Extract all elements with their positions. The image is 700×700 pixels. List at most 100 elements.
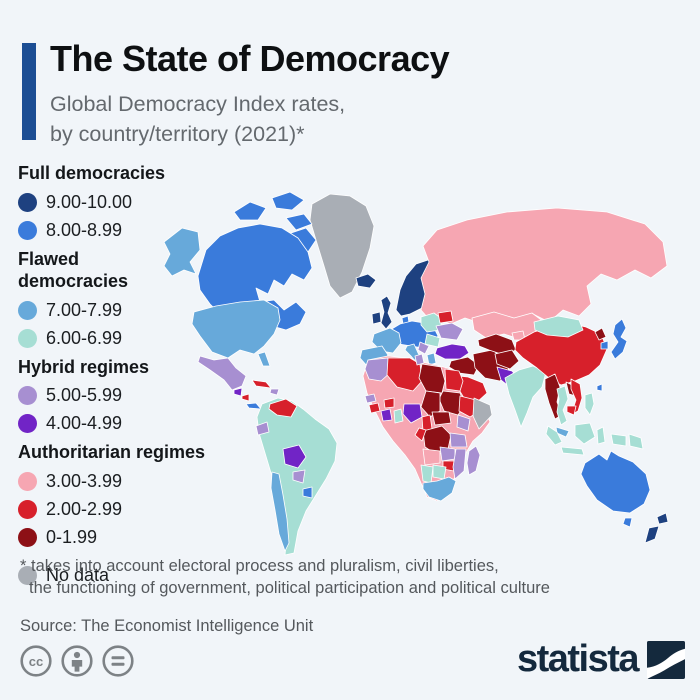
region-zambia	[439, 446, 456, 462]
region-usa-florida	[257, 351, 271, 367]
legend-label-3-4: 3.00-3.99	[46, 470, 123, 491]
region-ecuador	[255, 421, 270, 436]
world-map-svg	[163, 191, 669, 556]
statista-wordmark: statista	[516, 638, 640, 680]
svg-text:cc: cc	[29, 654, 43, 669]
region-papua-new-guinea	[628, 433, 644, 450]
region-india	[504, 365, 547, 428]
region-mongolia	[533, 315, 584, 338]
region-nigeria	[402, 403, 423, 424]
region-hispaniola	[269, 388, 280, 396]
region-russia	[420, 207, 668, 325]
region-borneo	[574, 422, 596, 445]
region-sulawesi	[596, 426, 606, 445]
region-canada-arctic-3	[285, 213, 313, 231]
region-nicaragua	[241, 393, 250, 402]
region-uruguay	[302, 486, 313, 499]
page-title: The State of Democracy	[50, 38, 450, 79]
region-alaska	[163, 227, 201, 277]
region-ghana	[393, 408, 404, 424]
legend-item-7-8: 7.00-7.99	[18, 300, 228, 321]
legend-item-6-7: 6.00-6.99	[18, 328, 228, 349]
legend-item-no-data: No data	[18, 565, 228, 586]
swatch-3-4	[18, 471, 37, 491]
region-namibia	[420, 464, 434, 484]
subtitle-line-2: by country/territory (2021)*	[50, 121, 305, 146]
footnote-line-2: the functioning of government, political…	[29, 578, 550, 597]
region-cameroon	[421, 414, 433, 432]
region-canada-arctic-2	[271, 191, 305, 211]
region-uk	[380, 295, 393, 330]
swatch-no-data	[18, 565, 37, 585]
swatch-5-6	[18, 386, 37, 405]
region-north-korea	[594, 327, 607, 341]
world-choropleth-map	[138, 182, 700, 564]
region-tasmania	[622, 517, 633, 528]
region-belarus	[437, 310, 454, 324]
legend-label-8-9: 8.00-8.99	[46, 219, 123, 240]
region-java	[560, 446, 585, 456]
region-thailand	[556, 385, 569, 426]
region-iceland	[355, 273, 377, 289]
legend-group-full-democracies: Full democracies	[18, 163, 166, 183]
swatch-6-7	[18, 328, 37, 348]
region-central-african-republic	[431, 411, 452, 426]
region-romania-bulgaria	[424, 333, 441, 348]
region-ukraine	[435, 322, 464, 341]
region-canada-arctic-1	[233, 201, 267, 221]
legend-item-5-6: 5.00-5.99	[18, 385, 228, 406]
swatch-8-9	[18, 220, 37, 240]
legend-label-0-2: 0-1.99	[46, 526, 98, 547]
region-guinea	[368, 402, 381, 414]
region-senegal	[364, 393, 377, 404]
region-taiwan	[596, 383, 603, 392]
region-congo	[414, 427, 427, 442]
legend-label-7-8: 7.00-7.99	[46, 299, 123, 320]
subtitle-line-1: Global Democracy Index rates,	[50, 92, 346, 116]
region-somalia	[472, 397, 493, 430]
legend-group-flawed-democracies: Flawed democracies	[18, 248, 129, 292]
region-angola	[422, 448, 441, 466]
region-malaysia	[555, 426, 570, 438]
region-tanzania	[449, 432, 468, 448]
region-south-africa	[422, 476, 457, 502]
region-west-papua	[610, 433, 627, 447]
region-turkey	[434, 343, 470, 360]
license-icons: cc	[19, 644, 135, 678]
legend-label-no-data: No data	[46, 564, 110, 585]
region-venezuela	[268, 398, 298, 418]
region-kenya	[456, 414, 471, 432]
legend-label-4-5: 4.00-4.99	[46, 413, 123, 433]
region-new-zealand-north	[656, 512, 669, 525]
legend-item-2-3: 2.00-2.99	[18, 499, 228, 520]
region-madagascar	[466, 445, 481, 476]
source-credit: Source: The Economist Intelligence Unit	[20, 617, 314, 635]
title-accent-bar	[22, 43, 36, 140]
legend-group-hybrid-regimes: Hybrid regimes	[18, 356, 150, 377]
no-derivatives-equals-icon	[102, 645, 134, 677]
statista-logo-mark	[647, 640, 685, 679]
legend-group-authoritarian-regimes: Authoritarian regimes	[18, 442, 206, 462]
region-cuba	[251, 379, 272, 389]
region-philippines	[584, 392, 595, 416]
swatch-4-5	[18, 414, 37, 433]
map-legend: Full democracies 9.00-10.00 8.00-8.99 Fl…	[18, 157, 228, 593]
region-chile	[270, 471, 290, 552]
region-cambodia	[566, 405, 577, 416]
region-australia	[580, 450, 651, 514]
region-ireland	[371, 311, 382, 325]
region-bolivia	[282, 444, 307, 469]
swatch-7-8	[18, 300, 37, 320]
creative-commons-icon: cc	[20, 645, 52, 677]
page-subtitle: Global Democracy Index rates, by country…	[50, 90, 345, 149]
footnote-line-1: * takes into account electoral process a…	[20, 557, 499, 575]
statista-logo: statista	[517, 638, 685, 681]
attribution-person-icon	[61, 645, 93, 677]
region-balkans	[417, 341, 430, 355]
swatch-2-3	[18, 499, 37, 519]
region-tunisia	[414, 353, 425, 366]
legend-item-0-2: 0-1.99	[18, 527, 228, 548]
legend-item-9-10: 9.00-10.00	[18, 192, 228, 213]
legend-label-5-6: 5.00-5.99	[46, 385, 123, 405]
